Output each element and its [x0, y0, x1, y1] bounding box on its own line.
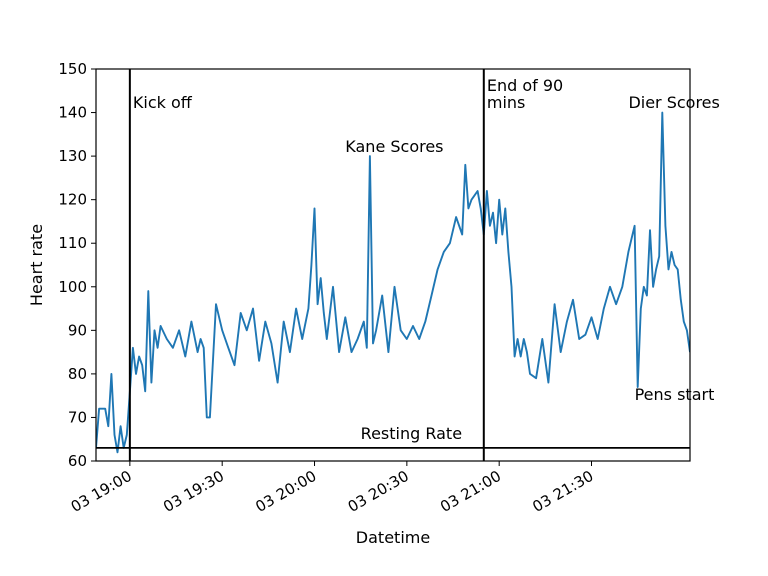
annotation-text: mins [487, 93, 526, 112]
annotation-text: Pens start [635, 385, 715, 404]
y-tick-label: 90 [68, 321, 87, 339]
annotation-text: Dier Scores [628, 93, 719, 112]
x-tick-label: 03 21:30 [529, 467, 596, 516]
series-layer [96, 111, 690, 454]
x-tick-label: 03 20:30 [345, 467, 412, 516]
x-tick-label: 03 19:30 [160, 467, 227, 516]
annotation-text: Resting Rate [361, 424, 462, 443]
y-tick-label: 120 [58, 191, 87, 209]
plot-area-frame [95, 68, 691, 462]
y-tick-label: 140 [58, 104, 87, 122]
y-tick-label: 80 [68, 365, 87, 383]
x-tick-label: 03 21:00 [437, 467, 504, 516]
annotation-text: Kane Scores [345, 137, 443, 156]
reference-lines [128, 69, 485, 461]
x-axis-ticks: 03 19:00 03 19:30 03 20:00 03 20:30 03 21:00… [68, 461, 597, 516]
y-tick-label: 60 [68, 452, 87, 470]
x-tick-label: 03 19:00 [68, 467, 135, 516]
y-tick-label: 150 [58, 60, 87, 78]
annotation-text: Kick off [133, 93, 193, 112]
y-tick-label: 110 [58, 234, 87, 252]
y-tick-label: 100 [58, 278, 87, 296]
y-axis-label: Heart rate [27, 224, 46, 306]
heart-rate-series-line [96, 111, 690, 454]
y-axis-ticks: 60 70 80 90 100 110 120 130 140 150 [58, 60, 96, 470]
x-axis-label: Datetime [356, 528, 430, 547]
annotation-text: End of 90 [487, 76, 563, 95]
y-tick-label: 70 [68, 408, 87, 426]
x-tick-label: 03 20:00 [252, 467, 319, 516]
y-tick-label: 130 [58, 147, 87, 165]
